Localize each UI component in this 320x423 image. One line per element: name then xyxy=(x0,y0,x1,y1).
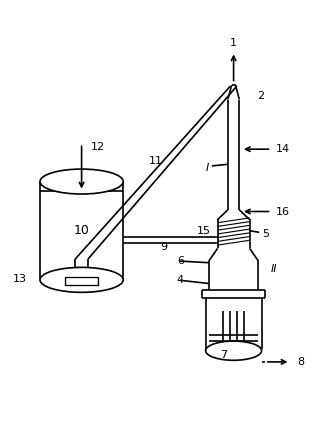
Text: 5: 5 xyxy=(262,229,269,239)
Bar xyxy=(65,277,98,285)
Text: 12: 12 xyxy=(91,142,105,152)
Text: II: II xyxy=(271,264,278,274)
Text: 8: 8 xyxy=(297,357,304,367)
Text: 6: 6 xyxy=(177,256,184,266)
Text: 10: 10 xyxy=(74,224,90,237)
Ellipse shape xyxy=(40,267,123,292)
Text: 16: 16 xyxy=(276,206,290,217)
Text: 14: 14 xyxy=(276,144,290,154)
Text: 4: 4 xyxy=(177,275,184,285)
Text: 13: 13 xyxy=(13,274,27,284)
Text: I: I xyxy=(205,162,209,173)
Text: 15: 15 xyxy=(197,226,211,236)
Ellipse shape xyxy=(40,169,123,194)
Text: 11: 11 xyxy=(149,156,163,166)
Text: 2: 2 xyxy=(257,91,264,101)
Ellipse shape xyxy=(206,341,262,360)
Text: 7: 7 xyxy=(220,351,227,360)
Text: 9: 9 xyxy=(160,242,168,252)
Text: 1: 1 xyxy=(230,38,237,48)
